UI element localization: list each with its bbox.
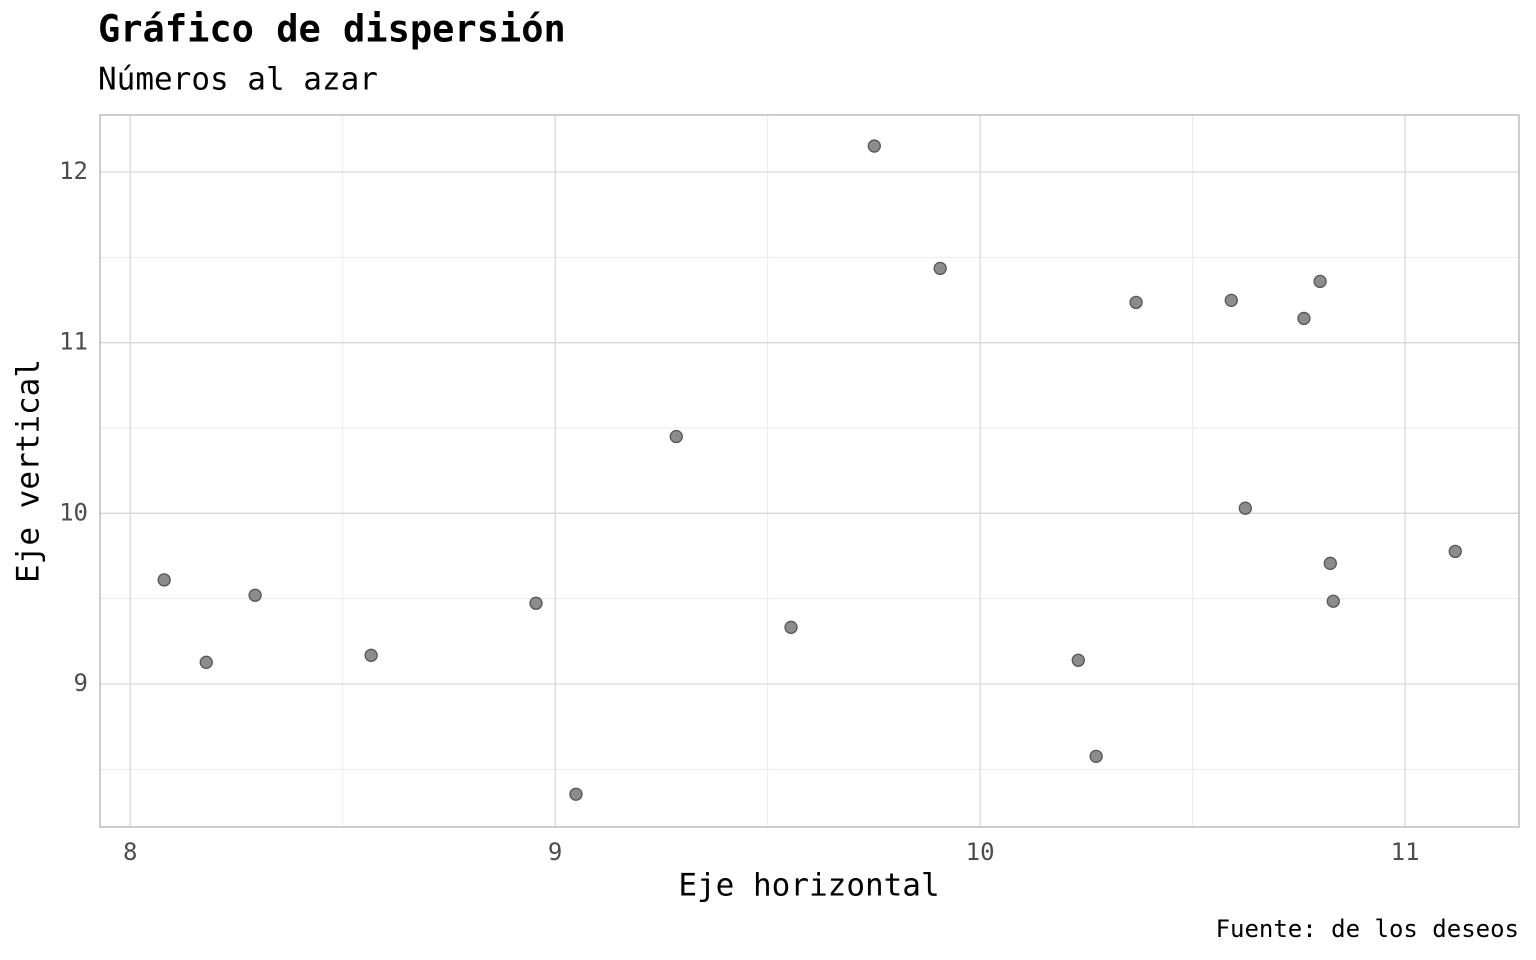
point [669,429,683,444]
y-tick-label: 12 [59,157,88,185]
point [364,648,378,662]
x-tick-label: 11 [1391,838,1420,866]
point [199,655,213,669]
y-tick-label: 10 [59,498,88,526]
chart-title: Gráfico de dispersión [98,8,566,51]
x-axis-label: Eje horizontal [678,868,939,904]
point [1297,311,1311,326]
y-axis-label: Eje vertical [11,359,47,583]
point [867,139,881,153]
point [933,261,947,276]
panel-border [99,114,1520,828]
point [157,573,171,587]
point [1071,653,1085,667]
point [1224,293,1238,307]
point [1089,749,1103,763]
point [1448,544,1462,559]
point [1129,295,1143,310]
x-tick-label: 10 [966,838,995,866]
point [784,620,798,634]
chart-subtitle: Números al azar [98,62,378,98]
point [1313,274,1327,289]
x-tick-label: 8 [123,838,137,866]
point [248,588,262,602]
y-tick-label: 11 [59,328,88,356]
point [529,596,543,610]
point [1323,556,1337,570]
y-tick-label: 9 [74,669,88,697]
point [569,787,583,801]
x-tick-label: 9 [548,838,562,866]
point [1238,501,1252,515]
point [1326,594,1340,608]
caption: Fuente: de los deseos [1216,915,1519,943]
